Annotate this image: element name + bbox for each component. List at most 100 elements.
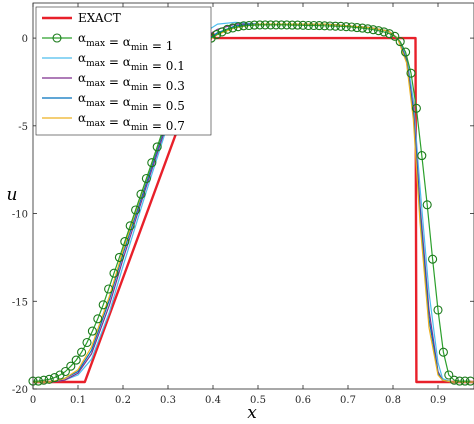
ticks-layer: 0 0.1 0.2 0.3 0.4 0.5 0.6 0.7 0.8 0.9 0 -5 -10 -15 -20 — [12, 3, 474, 406]
legend-box — [35, 6, 212, 136]
series-marker — [384, 29, 394, 39]
x-tick-label: 0.3 — [160, 395, 176, 406]
axes-box — [32, 2, 474, 390]
series-marker — [109, 268, 119, 278]
series-marker — [347, 22, 357, 32]
x-tick-label: 0.9 — [430, 395, 446, 406]
legend-label-4: αmax = αmin = 0.7 — [78, 111, 185, 133]
series-marker — [147, 158, 157, 168]
x-tick-label: 0.6 — [295, 395, 311, 406]
series-marker — [239, 21, 249, 31]
series-marker — [255, 20, 265, 30]
series-marker — [82, 337, 92, 348]
series-marker — [114, 252, 124, 262]
series-marker — [266, 20, 276, 30]
series-marker — [444, 370, 454, 380]
series-marker — [379, 27, 389, 37]
x-tick-label: 0.1 — [70, 395, 86, 406]
x-axis-label: x — [247, 403, 257, 423]
series-marker — [320, 21, 330, 31]
series-marker — [428, 254, 438, 264]
series-marker — [93, 314, 103, 324]
series-marker — [449, 375, 459, 385]
series-marker — [50, 373, 60, 383]
series-marker — [217, 27, 227, 37]
x-tick-label: 0 — [30, 395, 36, 406]
series-marker — [309, 20, 319, 31]
series-marker — [260, 20, 270, 30]
x-tick-label: 0.5 — [250, 395, 266, 406]
legend-label-0: EXACT — [78, 11, 121, 25]
series-marker — [136, 189, 146, 199]
x-tick-label: 0.2 — [115, 395, 131, 406]
series-marker — [66, 361, 76, 371]
series-marker — [249, 20, 259, 30]
legend-marker-5 — [52, 33, 62, 43]
series-marker — [98, 300, 108, 310]
series-marker — [422, 200, 432, 210]
series-marker — [336, 21, 346, 31]
series-marker — [341, 22, 351, 32]
series-marker — [395, 37, 405, 47]
series-marker — [104, 284, 114, 294]
series-marker — [390, 31, 400, 41]
series-marker — [352, 23, 362, 33]
series-marker — [141, 173, 151, 184]
series-marker — [363, 24, 373, 34]
series-marker — [244, 20, 254, 31]
series-marker — [212, 30, 222, 40]
series-marker — [433, 305, 443, 315]
x-tick-label: 0.7 — [340, 395, 356, 406]
series-marker — [44, 374, 54, 384]
series-marker — [325, 21, 335, 31]
series-marker — [411, 103, 421, 113]
y-tick-label: -20 — [12, 385, 28, 396]
x-tick-label: 0.8 — [385, 395, 401, 406]
series-marker — [293, 20, 303, 30]
series-marker — [39, 375, 49, 385]
series-marker — [357, 23, 367, 33]
y-tick-label: 0 — [22, 34, 28, 45]
y-tick-label: -10 — [12, 210, 28, 221]
series-marker — [233, 22, 243, 32]
series-marker — [87, 326, 97, 336]
x-tick-label: 0.4 — [205, 395, 221, 406]
series-marker — [71, 355, 81, 365]
series-marker — [131, 205, 141, 215]
series-marker — [287, 20, 297, 30]
series-marker — [271, 20, 281, 30]
series-layer — [28, 20, 474, 386]
series-marker — [222, 24, 232, 34]
series-marker — [406, 68, 416, 78]
series-marker — [282, 20, 292, 30]
series-line-4 — [33, 23, 474, 383]
series-marker — [314, 21, 324, 31]
y-axis-label: u — [7, 185, 18, 205]
series-marker — [303, 20, 313, 31]
y-tick-label: -15 — [12, 297, 28, 308]
series-marker — [401, 47, 411, 57]
series-marker — [276, 20, 286, 30]
series-marker — [438, 347, 448, 357]
series-marker — [417, 151, 427, 161]
series-marker — [368, 25, 378, 35]
legend-label-3: αmax = αmin = 0.5 — [78, 91, 185, 113]
series-marker — [455, 376, 465, 386]
series-marker — [120, 237, 130, 247]
series-marker — [33, 376, 43, 386]
series-marker — [374, 26, 384, 36]
y-tick-label: -5 — [18, 122, 28, 133]
series-marker — [330, 21, 340, 31]
series-marker — [152, 142, 162, 152]
series-marker — [228, 23, 238, 33]
legend-label-1: αmax = αmin = 0.1 — [78, 51, 185, 73]
legend-label-5: αmax = αmin = 1 — [78, 31, 173, 53]
legend-label-2: αmax = αmin = 0.3 — [78, 71, 185, 93]
series-marker — [460, 376, 470, 386]
series-marker — [465, 376, 474, 386]
series-marker — [60, 366, 70, 377]
series-marker — [125, 221, 135, 231]
series-marker — [298, 20, 308, 30]
